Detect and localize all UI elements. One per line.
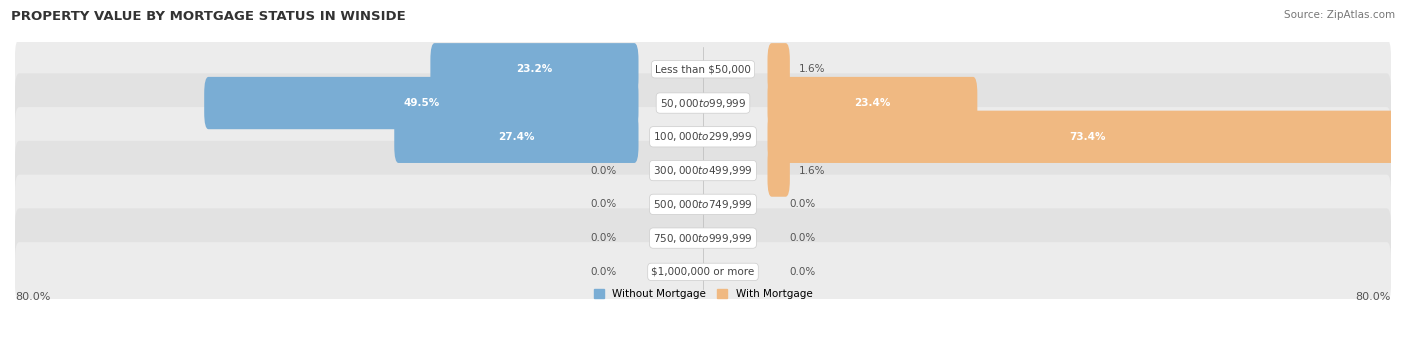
FancyBboxPatch shape (15, 175, 1391, 234)
Text: 0.0%: 0.0% (789, 199, 815, 209)
FancyBboxPatch shape (768, 43, 790, 95)
FancyBboxPatch shape (15, 40, 1391, 99)
Text: 1.6%: 1.6% (799, 166, 825, 176)
FancyBboxPatch shape (768, 77, 977, 129)
Text: $1,000,000 or more: $1,000,000 or more (651, 267, 755, 277)
FancyBboxPatch shape (15, 141, 1391, 200)
Text: 80.0%: 80.0% (1355, 292, 1391, 302)
Text: 0.0%: 0.0% (789, 267, 815, 277)
Text: PROPERTY VALUE BY MORTGAGE STATUS IN WINSIDE: PROPERTY VALUE BY MORTGAGE STATUS IN WIN… (11, 10, 406, 23)
Text: 49.5%: 49.5% (404, 98, 440, 108)
Text: 0.0%: 0.0% (591, 267, 617, 277)
FancyBboxPatch shape (15, 242, 1391, 301)
Text: 0.0%: 0.0% (591, 233, 617, 243)
FancyBboxPatch shape (768, 110, 1406, 163)
Text: $750,000 to $999,999: $750,000 to $999,999 (654, 232, 752, 244)
FancyBboxPatch shape (15, 73, 1391, 133)
FancyBboxPatch shape (394, 110, 638, 163)
Text: $300,000 to $499,999: $300,000 to $499,999 (654, 164, 752, 177)
Text: 0.0%: 0.0% (591, 199, 617, 209)
FancyBboxPatch shape (15, 208, 1391, 268)
Text: 80.0%: 80.0% (15, 292, 51, 302)
Text: 23.2%: 23.2% (516, 64, 553, 74)
Text: 1.6%: 1.6% (799, 64, 825, 74)
Text: Less than $50,000: Less than $50,000 (655, 64, 751, 74)
FancyBboxPatch shape (430, 43, 638, 95)
FancyBboxPatch shape (204, 77, 638, 129)
Text: 0.0%: 0.0% (789, 233, 815, 243)
Text: 23.4%: 23.4% (855, 98, 890, 108)
Text: $500,000 to $749,999: $500,000 to $749,999 (654, 198, 752, 211)
Text: 27.4%: 27.4% (498, 132, 534, 142)
Text: $50,000 to $99,999: $50,000 to $99,999 (659, 97, 747, 109)
Text: 0.0%: 0.0% (591, 166, 617, 176)
FancyBboxPatch shape (15, 107, 1391, 166)
FancyBboxPatch shape (768, 144, 790, 197)
Text: Source: ZipAtlas.com: Source: ZipAtlas.com (1284, 10, 1395, 20)
Text: 73.4%: 73.4% (1069, 132, 1105, 142)
Text: $100,000 to $299,999: $100,000 to $299,999 (654, 130, 752, 143)
Legend: Without Mortgage, With Mortgage: Without Mortgage, With Mortgage (593, 289, 813, 299)
